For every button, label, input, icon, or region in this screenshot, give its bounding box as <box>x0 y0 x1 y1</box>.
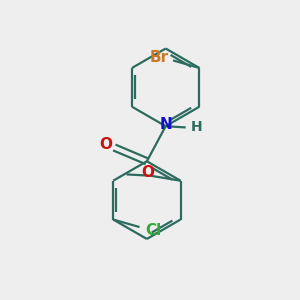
Text: N: N <box>159 117 172 132</box>
Text: O: O <box>141 165 154 180</box>
Text: Br: Br <box>150 50 169 65</box>
Text: H: H <box>191 120 203 134</box>
Text: O: O <box>99 137 112 152</box>
Text: Cl: Cl <box>145 223 161 238</box>
